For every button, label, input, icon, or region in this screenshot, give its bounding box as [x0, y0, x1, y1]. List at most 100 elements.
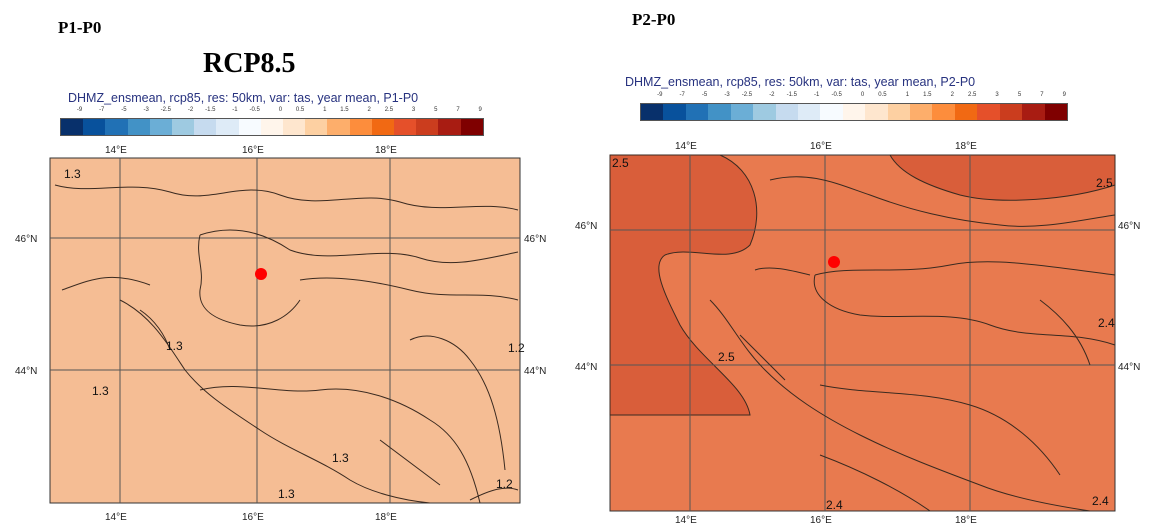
lon-tick-bottom: 14°E: [105, 512, 127, 523]
colorbar-cell: [394, 119, 417, 135]
lon-tick-bottom: 14°E: [675, 515, 697, 526]
colorbar-cell: [753, 104, 776, 120]
lon-tick-top: 16°E: [242, 145, 264, 156]
scenario-title: RCP8.5: [203, 48, 296, 79]
colorbar-cell: [349, 119, 372, 135]
location-marker: [255, 268, 267, 280]
contour-label-1-3: 1.3: [64, 167, 81, 181]
lon-tick-top: 14°E: [105, 145, 127, 156]
left-map-caption: DHMZ_ensmean, rcp85, res: 50km, var: tas…: [68, 91, 419, 105]
colorbar-tick-label: 2: [950, 92, 954, 98]
colorbar-tick-label: 0.5: [295, 107, 305, 113]
colorbar-tick-label: -1: [232, 107, 238, 113]
lat-tick-left: 44°N: [15, 366, 37, 377]
lat-tick-left: 44°N: [575, 362, 597, 373]
contour-label-2-4: 2.4: [826, 498, 843, 512]
right-lon-ticks-bottom: 14°E 16°E 18°E: [675, 515, 977, 526]
left-lat-ticks: 46°N 44°N 46°N 44°N: [15, 234, 546, 377]
contour-label-1-2: 1.2: [508, 341, 525, 355]
colorbar-cell: [194, 119, 217, 135]
colorbar-cell: [460, 119, 483, 135]
colorbar-tick-label: -3: [724, 92, 730, 98]
colorbar-tick-label: 0: [278, 107, 283, 113]
left-colorbar: [60, 118, 484, 136]
lat-tick-right: 46°N: [524, 234, 546, 245]
colorbar-cell: [999, 104, 1023, 120]
colorbar-tick-label: -2: [187, 107, 194, 113]
colorbar-tick-label: 3: [411, 107, 416, 113]
colorbar-cell: [149, 119, 173, 135]
right-warm-region-ne: [889, 154, 1116, 201]
location-marker: [828, 256, 840, 268]
colorbar-cell: [775, 104, 798, 120]
colorbar-tick-label: -0.5: [249, 107, 260, 113]
left-map: 1.3 1.3 1.3 1.3 1.3 1.2 1.2 14°E 16°E 18…: [15, 145, 546, 523]
left-grid-lines: [50, 158, 520, 503]
colorbar-cell: [730, 104, 754, 120]
lon-tick-top: 14°E: [675, 141, 697, 152]
contour-label-1-2: 1.2: [496, 477, 513, 491]
lat-tick-right: 44°N: [524, 366, 546, 377]
colorbar-cell: [641, 104, 664, 120]
colorbar-cell: [797, 104, 821, 120]
colorbar-cell: [283, 119, 306, 135]
colorbar-tick-label: 3: [995, 92, 999, 98]
colorbar-tick-label: -7: [99, 107, 105, 113]
lon-tick-bottom: 18°E: [955, 515, 977, 526]
colorbar-cell: [216, 119, 239, 135]
right-grid-lines: [610, 155, 1115, 511]
right-lat-ticks: 46°N 44°N 46°N 44°N: [575, 221, 1140, 373]
right-panel-heading: P2-P0: [632, 10, 676, 29]
contour-label-2-5: 2.5: [1096, 176, 1113, 190]
colorbar-tick-label: -1: [814, 92, 820, 98]
colorbar-cell: [820, 104, 843, 120]
colorbar-cell: [865, 104, 888, 120]
colorbar-cell: [1044, 104, 1068, 120]
colorbar-tick-label: 5: [1017, 92, 1022, 98]
colorbar-tick-label: -5: [701, 92, 708, 98]
left-contour-labels: 1.3 1.3 1.3 1.3 1.3 1.2 1.2: [64, 167, 525, 501]
colorbar-cell: [954, 104, 978, 120]
colorbar-tick-label: -9: [76, 107, 83, 113]
contour-label-1-3: 1.3: [332, 451, 349, 465]
colorbar-cell: [1022, 104, 1045, 120]
lon-tick-top: 16°E: [810, 141, 832, 152]
colorbar-cell: [932, 104, 955, 120]
colorbar-cell: [416, 119, 439, 135]
colorbar-tick-label: -2.5: [160, 107, 172, 113]
lon-tick-bottom: 18°E: [375, 512, 397, 523]
contour-label-1-3: 1.3: [278, 487, 295, 501]
colorbar-cell: [61, 119, 84, 135]
colorbar-tick-label: -7: [679, 92, 685, 98]
colorbar-tick-label: 7: [456, 107, 460, 113]
colorbar-tick-label: 2: [367, 107, 371, 113]
colorbar-tick-label: 1.5: [340, 107, 349, 113]
left-map-area: [49, 157, 521, 504]
colorbar-cell: [327, 119, 350, 135]
colorbar-cell: [83, 119, 106, 135]
right-map: 2.5 2.5 2.5 2.4 2.4 2.4 14°E 16°E 18°E 1…: [575, 141, 1140, 526]
colorbar-cell: [887, 104, 911, 120]
colorbar-tick-label: -2: [769, 92, 775, 98]
colorbar-cell: [172, 119, 195, 135]
colorbar-cell: [105, 119, 128, 135]
left-lon-ticks-bottom: 14°E 16°E 18°E: [105, 512, 397, 523]
colorbar-tick-label: 1: [323, 107, 327, 113]
colorbar-tick-label: -5: [121, 107, 127, 113]
colorbar-cell: [260, 119, 284, 135]
lat-tick-left: 46°N: [575, 221, 597, 232]
right-map-caption: DHMZ_ensmean, rcp85, res: 50km, var: tas…: [625, 75, 976, 89]
contour-label-2-4: 2.4: [1092, 494, 1109, 508]
left-panel-heading: P1-P0: [58, 18, 102, 37]
colorbar-tick-label: 1: [905, 92, 910, 98]
contour-label-2-5: 2.5: [612, 156, 629, 170]
left-borders: [54, 184, 519, 504]
colorbar-cell: [842, 104, 866, 120]
right-contour-labels: 2.5 2.5 2.5 2.4 2.4 2.4: [612, 156, 1115, 512]
contour-label-2-4: 2.4: [1098, 316, 1115, 330]
colorbar-cell: [305, 119, 328, 135]
right-borders: [709, 176, 1116, 512]
colorbar-cell: [708, 104, 731, 120]
contour-label-1-3: 1.3: [92, 384, 109, 398]
contour-label-2-5: 2.5: [718, 350, 735, 364]
